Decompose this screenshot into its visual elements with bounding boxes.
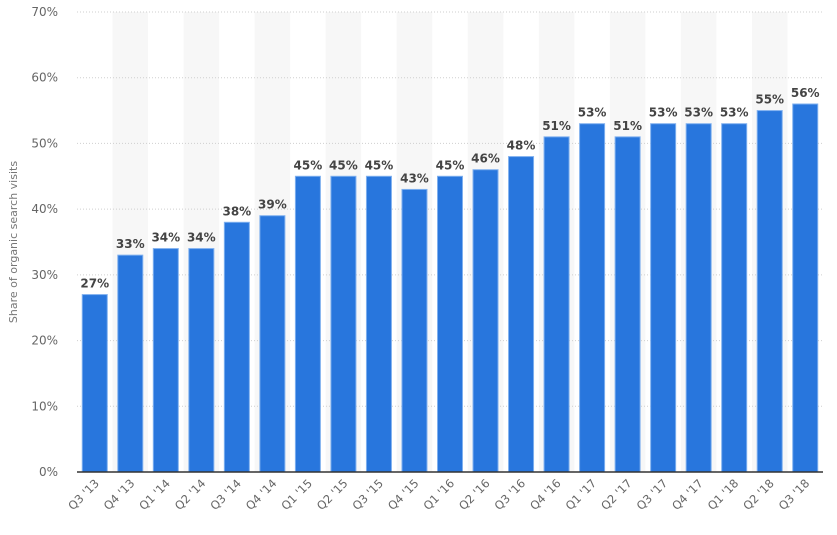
bar[interactable] xyxy=(650,123,677,473)
data-label: 53% xyxy=(684,106,713,120)
data-label: 45% xyxy=(365,158,394,172)
bar[interactable] xyxy=(579,123,606,473)
x-tick-label: Q3 '16 xyxy=(492,476,529,513)
data-label: 46% xyxy=(471,152,500,166)
bar[interactable] xyxy=(152,248,179,473)
y-tick-label: 70% xyxy=(31,5,58,19)
bar[interactable] xyxy=(223,221,250,473)
x-tick-label: Q2 '18 xyxy=(740,476,777,513)
bar[interactable] xyxy=(365,175,392,473)
bar[interactable] xyxy=(685,123,712,473)
data-label: 51% xyxy=(613,119,642,133)
y-tick-label: 20% xyxy=(31,334,58,348)
bar[interactable] xyxy=(792,103,819,473)
data-label: 53% xyxy=(578,106,607,120)
bar[interactable] xyxy=(330,175,357,473)
data-label: 53% xyxy=(649,106,678,120)
data-label: 45% xyxy=(436,158,465,172)
bar[interactable] xyxy=(117,254,144,473)
x-tick-label: Q4 '14 xyxy=(243,476,280,513)
data-label: 48% xyxy=(507,139,536,153)
x-tick-label: Q1 '17 xyxy=(563,476,600,513)
x-tick-label: Q1 '18 xyxy=(705,476,742,513)
x-tick-label: Q1 '16 xyxy=(420,476,457,513)
x-tick-label: Q4 '13 xyxy=(101,476,138,513)
x-tick-label: Q1 '14 xyxy=(136,476,173,513)
y-tick-label: 40% xyxy=(31,202,58,216)
y-axis-ticks: 0% 10% 20% 30% 40% 50% 60% 70% xyxy=(31,5,58,479)
y-axis-label: Share of organic search visits xyxy=(7,161,20,323)
bar[interactable] xyxy=(401,188,428,473)
bar[interactable] xyxy=(259,215,286,473)
bar[interactable] xyxy=(543,136,570,473)
x-tick-label: Q2 '17 xyxy=(598,476,635,513)
y-tick-label: 0% xyxy=(39,465,58,479)
data-label: 27% xyxy=(80,277,109,291)
bar[interactable] xyxy=(188,248,215,473)
data-label: 34% xyxy=(187,231,216,245)
x-tick-label: Q3 '17 xyxy=(634,476,671,513)
x-tick-label: Q2 '14 xyxy=(172,476,209,513)
x-tick-label: Q4 '15 xyxy=(385,476,422,513)
bar[interactable] xyxy=(756,110,783,473)
bars xyxy=(81,103,819,473)
x-tick-label: Q2 '15 xyxy=(314,476,351,513)
data-label: 34% xyxy=(151,231,180,245)
bar[interactable] xyxy=(81,294,108,473)
data-label: 51% xyxy=(542,119,571,133)
bar[interactable] xyxy=(721,123,748,473)
x-tick-label: Q3 '15 xyxy=(349,476,386,513)
data-labels: 27% 33% 34% 34% 38% 39% 45% 45% 45% 43% 45% 46% 48% 5… xyxy=(80,86,819,291)
bar[interactable] xyxy=(437,175,463,473)
x-tick-label: Q3 '18 xyxy=(776,476,813,513)
x-tick-label: Q3 '13 xyxy=(65,476,102,513)
bar[interactable] xyxy=(508,156,535,473)
bar[interactable] xyxy=(614,136,641,473)
y-tick-label: 60% xyxy=(31,71,58,85)
y-tick-label: 50% xyxy=(31,136,58,150)
x-tick-label: Q2 '16 xyxy=(456,476,493,513)
x-tick-label: Q1 '15 xyxy=(278,476,315,513)
data-label: 56% xyxy=(791,86,820,100)
x-tick-label: Q3 '14 xyxy=(207,476,244,513)
data-label: 55% xyxy=(755,93,784,107)
y-tick-label: 10% xyxy=(31,399,58,413)
data-label: 45% xyxy=(294,158,323,172)
bar[interactable] xyxy=(472,169,499,473)
data-label: 39% xyxy=(258,198,287,212)
data-label: 43% xyxy=(400,171,429,185)
y-tick-label: 30% xyxy=(31,268,58,282)
bar[interactable] xyxy=(294,175,321,473)
data-label: 45% xyxy=(329,158,358,172)
data-label: 38% xyxy=(222,204,251,218)
data-label: 33% xyxy=(116,237,145,251)
x-tick-label: Q4 '16 xyxy=(527,476,564,513)
data-label: 53% xyxy=(720,106,749,120)
x-tick-label: Q4 '17 xyxy=(669,476,706,513)
